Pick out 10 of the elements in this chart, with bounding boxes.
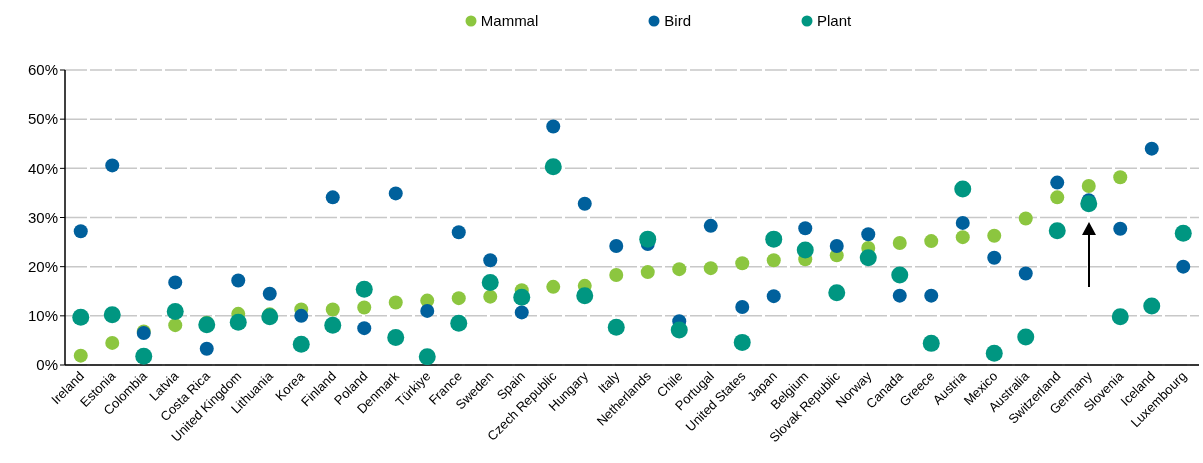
y-tick-label: 0% [36, 356, 58, 374]
y-tick-label: 40% [27, 159, 58, 177]
legend-label: Bird [664, 12, 691, 29]
y-tick-label: 50% [27, 110, 58, 128]
y-tick-label: 10% [27, 307, 58, 325]
y-tick-label: 20% [27, 257, 58, 275]
legend-label: Mammal [480, 12, 539, 29]
y-tick-label: 60% [27, 61, 58, 79]
y-tick-label: 30% [27, 208, 58, 226]
legend-label: Plant [817, 12, 852, 29]
